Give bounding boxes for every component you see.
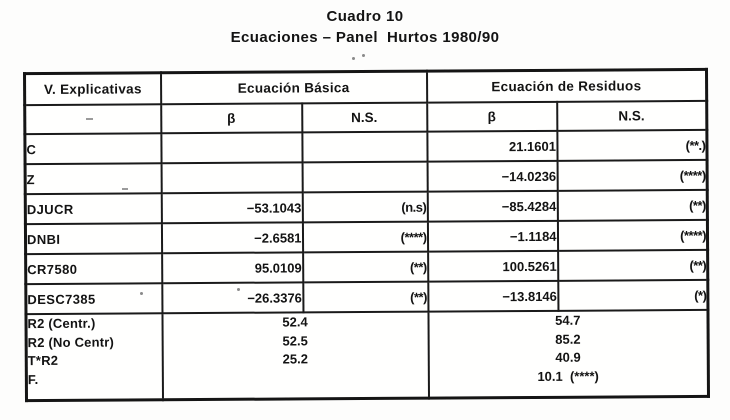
table-row-c: C 21.1601 (**.) — [24, 129, 708, 165]
variable-label: Z — [25, 163, 162, 195]
basic-ns-value: (**) — [302, 281, 428, 313]
table-row-desc7385: DESC7385 −26.3376 (**) −13.8146 (*) — [25, 279, 708, 315]
summary-label-r2-nocentr: R2 (No Centr) — [27, 334, 115, 350]
basic-ns-value: (****) — [302, 221, 428, 253]
resid-beta-value: −1.1184 — [427, 220, 558, 252]
basic-ns-value: (n.s) — [302, 191, 428, 223]
header-ns-residuos: N.S. — [556, 100, 707, 131]
resid-ns-value: (****) — [557, 219, 708, 251]
resid-ns-value: (****) — [557, 159, 708, 191]
scan-speck — [140, 292, 143, 295]
resid-ns-value: (**) — [557, 249, 708, 281]
resid-beta-value: −13.8146 — [427, 280, 558, 312]
summary-label-tr2: T*R2 — [27, 352, 59, 369]
table-row-dnbi: DNBI −2.6581 (****) −1.1184 (****) — [25, 219, 708, 255]
summary-resid-tr2: 40.9 — [555, 349, 581, 365]
summary-residuos-values: 54.7 85.2 40.9 10.1 (****) — [427, 309, 709, 399]
header-beta-basica: β — [160, 103, 302, 134]
table-title: Cuadro 10 Ecuaciones – Panel Hurtos 1980… — [0, 6, 730, 48]
scan-speck — [362, 54, 365, 57]
basic-beta-value: 95.0109 — [161, 252, 303, 284]
header-beta-residuos: β — [426, 101, 557, 132]
summary-stat-labels: R2 (Centr.) R2 (No Centr) T*R2 F. — [25, 313, 163, 401]
variable-label: C — [24, 133, 162, 165]
summary-row: R2 (Centr.) R2 (No Centr) T*R2 F. 52.4 5… — [25, 309, 709, 401]
scan-speck — [237, 288, 240, 291]
table-row-djucr: DJUCR −53.1043 (n.s) −85.4284 (**) — [25, 189, 708, 225]
basic-beta-value — [161, 162, 303, 194]
header-explicativas: V. Explicativas — [24, 72, 161, 106]
table-row-cr7580: CR7580 95.0109 (**) 100.5261 (**) — [25, 249, 708, 285]
basic-beta-value — [160, 132, 303, 164]
scan-speck — [352, 57, 355, 60]
title-cuadro: Cuadro 10 — [326, 8, 404, 25]
summary-resid-f: 10.1 (****) — [537, 368, 599, 384]
resid-ns-value: (**) — [557, 189, 708, 221]
header-row-sub: β N.S. β N.S. — [24, 100, 707, 135]
summary-resid-r2-nocentr: 85.2 — [555, 331, 581, 347]
basic-ns-value — [301, 131, 428, 163]
basic-beta-value: −53.1043 — [161, 192, 303, 224]
summary-basic-r2-nocentr: 52.5 — [282, 332, 308, 349]
resid-beta-value: −14.0236 — [427, 160, 558, 192]
header-ns-basica: N.S. — [301, 102, 427, 133]
basic-ns-value: (**) — [302, 251, 428, 283]
basic-beta-value: −2.6581 — [161, 222, 303, 254]
basic-ns-value — [302, 161, 428, 193]
scan-dash — [86, 118, 93, 120]
header-row-groups: V. Explicativas Ecuación Básica Ecuación… — [24, 69, 707, 106]
resid-beta-value: 21.1601 — [426, 130, 558, 162]
basic-beta-value: −26.3376 — [161, 282, 303, 314]
summary-basic-r2-centr: 52.4 — [282, 314, 308, 330]
resid-ns-value: (**.) — [556, 129, 708, 161]
variable-label: DJUCR — [25, 193, 162, 225]
variable-label: CR7580 — [25, 253, 162, 285]
header-ecuacion-basica: Ecuación Básica — [160, 71, 427, 105]
variable-label: DESC7385 — [25, 283, 162, 315]
summary-label-r2-centr: R2 (Centr.) — [27, 315, 96, 332]
summary-label-f: F. — [27, 371, 39, 387]
resid-beta-value: −85.4284 — [427, 190, 558, 222]
header-ecuacion-residuos: Ecuación de Residuos — [426, 69, 707, 103]
summary-basic-values: 52.4 52.5 25.2 — [161, 311, 429, 400]
title-subtitle: Ecuaciones – Panel Hurtos 1980/90 — [230, 29, 500, 46]
results-table: V. Explicativas Ecuación Básica Ecuación… — [22, 67, 711, 403]
summary-basic-tr2: 25.2 — [282, 351, 308, 367]
resid-ns-value: (*) — [557, 279, 708, 311]
summary-resid-r2-centr: 54.7 — [555, 312, 581, 328]
resid-beta-value: 100.5261 — [427, 250, 558, 282]
variable-label: DNBI — [25, 223, 162, 255]
scan-dash — [122, 188, 128, 190]
results-table-wrap: V. Explicativas Ecuación Básica Ecuación… — [22, 67, 711, 403]
